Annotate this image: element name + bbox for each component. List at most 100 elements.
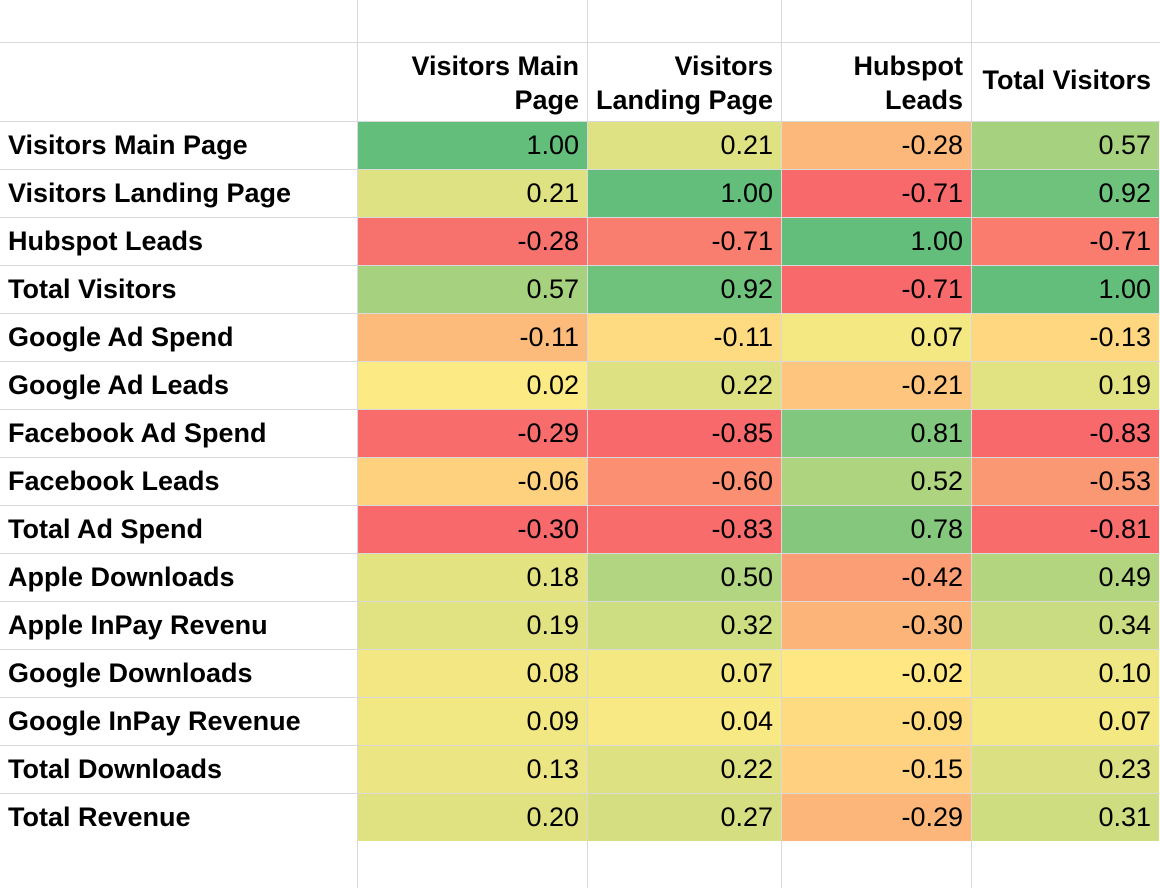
correlation-cell[interactable]: -0.28	[782, 122, 971, 169]
correlation-cell[interactable]: 0.57	[358, 266, 587, 313]
row-gridline	[0, 361, 1160, 362]
row-gridline	[0, 649, 1160, 650]
column-gridline	[781, 0, 782, 888]
row-gridline	[0, 505, 1160, 506]
column-header-line: Hubspot	[853, 51, 963, 81]
correlation-cell[interactable]: 0.23	[972, 746, 1159, 793]
correlation-cell[interactable]: -0.30	[782, 602, 971, 649]
row-gridline	[0, 217, 1160, 218]
row-label[interactable]: Google Downloads	[8, 657, 253, 688]
row-label[interactable]: Google Ad Spend	[8, 321, 234, 352]
correlation-cell[interactable]: -0.11	[588, 314, 781, 361]
correlation-cell[interactable]: -0.13	[972, 314, 1159, 361]
correlation-cell[interactable]: -0.21	[782, 362, 971, 409]
correlation-cell[interactable]: 0.92	[972, 170, 1159, 217]
row-gridline	[0, 265, 1160, 266]
correlation-cell[interactable]: -0.83	[588, 506, 781, 553]
correlation-cell[interactable]: -0.53	[972, 458, 1159, 505]
correlation-cell[interactable]: 0.57	[972, 122, 1159, 169]
correlation-cell[interactable]: 1.00	[588, 170, 781, 217]
correlation-cell[interactable]: 0.09	[358, 698, 587, 745]
correlation-cell[interactable]: 0.19	[358, 602, 587, 649]
correlation-cell[interactable]: -0.81	[972, 506, 1159, 553]
row-label[interactable]: Google InPay Revenue	[8, 705, 301, 736]
correlation-cell[interactable]: 0.08	[358, 650, 587, 697]
column-header[interactable]: Total Visitors	[972, 42, 1159, 121]
correlation-cell[interactable]: -0.71	[782, 266, 971, 313]
correlation-cell[interactable]: 0.07	[972, 698, 1159, 745]
column-header[interactable]: Hubspot Leads	[782, 42, 971, 121]
row-label[interactable]: Google Ad Leads	[8, 369, 230, 400]
correlation-cell[interactable]: -0.02	[782, 650, 971, 697]
correlation-cell[interactable]: 0.10	[972, 650, 1159, 697]
correlation-cell[interactable]: -0.83	[972, 410, 1159, 457]
column-header-line: Page	[514, 85, 579, 115]
column-header-line: Total Visitors	[982, 64, 1151, 95]
correlation-cell[interactable]: -0.30	[358, 506, 587, 553]
row-label[interactable]: Hubspot Leads	[8, 225, 204, 256]
column-gridline	[587, 0, 588, 888]
row-label[interactable]: Facebook Ad Spend	[8, 417, 267, 448]
correlation-cell[interactable]: 0.34	[972, 602, 1159, 649]
correlation-cell[interactable]: -0.29	[782, 794, 971, 841]
correlation-cell[interactable]: 0.81	[782, 410, 971, 457]
correlation-cell[interactable]: -0.71	[588, 218, 781, 265]
correlation-cell[interactable]: 0.27	[588, 794, 781, 841]
correlation-cell[interactable]: -0.60	[588, 458, 781, 505]
row-gridline	[0, 457, 1160, 458]
correlation-cell[interactable]: 0.21	[358, 170, 587, 217]
correlation-cell[interactable]: 0.49	[972, 554, 1159, 601]
correlation-cell[interactable]: 0.31	[972, 794, 1159, 841]
column-header[interactable]: Visitors Main Page	[358, 42, 587, 121]
row-gridline	[0, 409, 1160, 410]
correlation-cell[interactable]: 0.07	[782, 314, 971, 361]
correlation-cell[interactable]: 0.52	[782, 458, 971, 505]
correlation-cell[interactable]: -0.71	[972, 218, 1159, 265]
row-label[interactable]: Apple InPay Revenu	[8, 609, 268, 640]
correlation-cell[interactable]: -0.09	[782, 698, 971, 745]
correlation-cell[interactable]: 1.00	[782, 218, 971, 265]
correlation-cell[interactable]: -0.11	[358, 314, 587, 361]
row-label[interactable]: Facebook Leads	[8, 465, 220, 496]
correlation-cell[interactable]: 1.00	[358, 122, 587, 169]
correlation-cell[interactable]: 0.04	[588, 698, 781, 745]
column-header-line: Visitors	[674, 51, 773, 81]
row-gridline	[0, 745, 1160, 746]
row-gridline	[0, 553, 1160, 554]
correlation-cell[interactable]: -0.06	[358, 458, 587, 505]
correlation-cell[interactable]: -0.85	[588, 410, 781, 457]
correlation-cell[interactable]: 0.50	[588, 554, 781, 601]
correlation-cell[interactable]: 0.21	[588, 122, 781, 169]
correlation-cell[interactable]: 0.19	[972, 362, 1159, 409]
correlation-cell[interactable]: 0.32	[588, 602, 781, 649]
correlation-cell[interactable]: 0.20	[358, 794, 587, 841]
correlation-cell[interactable]: -0.29	[358, 410, 587, 457]
row-label[interactable]: Total Ad Spend	[8, 513, 203, 544]
row-label[interactable]: Visitors Landing Page	[8, 177, 292, 208]
row-gridline	[0, 313, 1160, 314]
correlation-cell[interactable]: 0.02	[358, 362, 587, 409]
row-label[interactable]: Total Revenue	[8, 801, 191, 832]
correlation-cell[interactable]: -0.15	[782, 746, 971, 793]
row-gridline	[0, 42, 1160, 43]
correlation-cell[interactable]: -0.42	[782, 554, 971, 601]
row-label[interactable]: Visitors Main Page	[8, 129, 248, 160]
row-label[interactable]: Total Downloads	[8, 753, 222, 784]
correlation-cell[interactable]: 0.13	[358, 746, 587, 793]
correlation-cell[interactable]: 0.78	[782, 506, 971, 553]
correlation-cell[interactable]: -0.28	[358, 218, 587, 265]
correlation-cell[interactable]: 0.92	[588, 266, 781, 313]
row-label[interactable]: Total Visitors	[8, 273, 177, 304]
column-header-line: Leads	[884, 85, 963, 115]
column-header[interactable]: Visitors Landing Page	[588, 42, 781, 121]
row-gridline	[0, 121, 1160, 122]
correlation-cell[interactable]: 1.00	[972, 266, 1159, 313]
row-label[interactable]: Apple Downloads	[8, 561, 235, 592]
correlation-cell[interactable]: 0.22	[588, 746, 781, 793]
correlation-cell[interactable]: 0.22	[588, 362, 781, 409]
correlation-cell[interactable]: -0.71	[782, 170, 971, 217]
row-gridline	[0, 601, 1160, 602]
correlation-cell[interactable]: 0.07	[588, 650, 781, 697]
correlation-cell[interactable]: 0.18	[358, 554, 587, 601]
